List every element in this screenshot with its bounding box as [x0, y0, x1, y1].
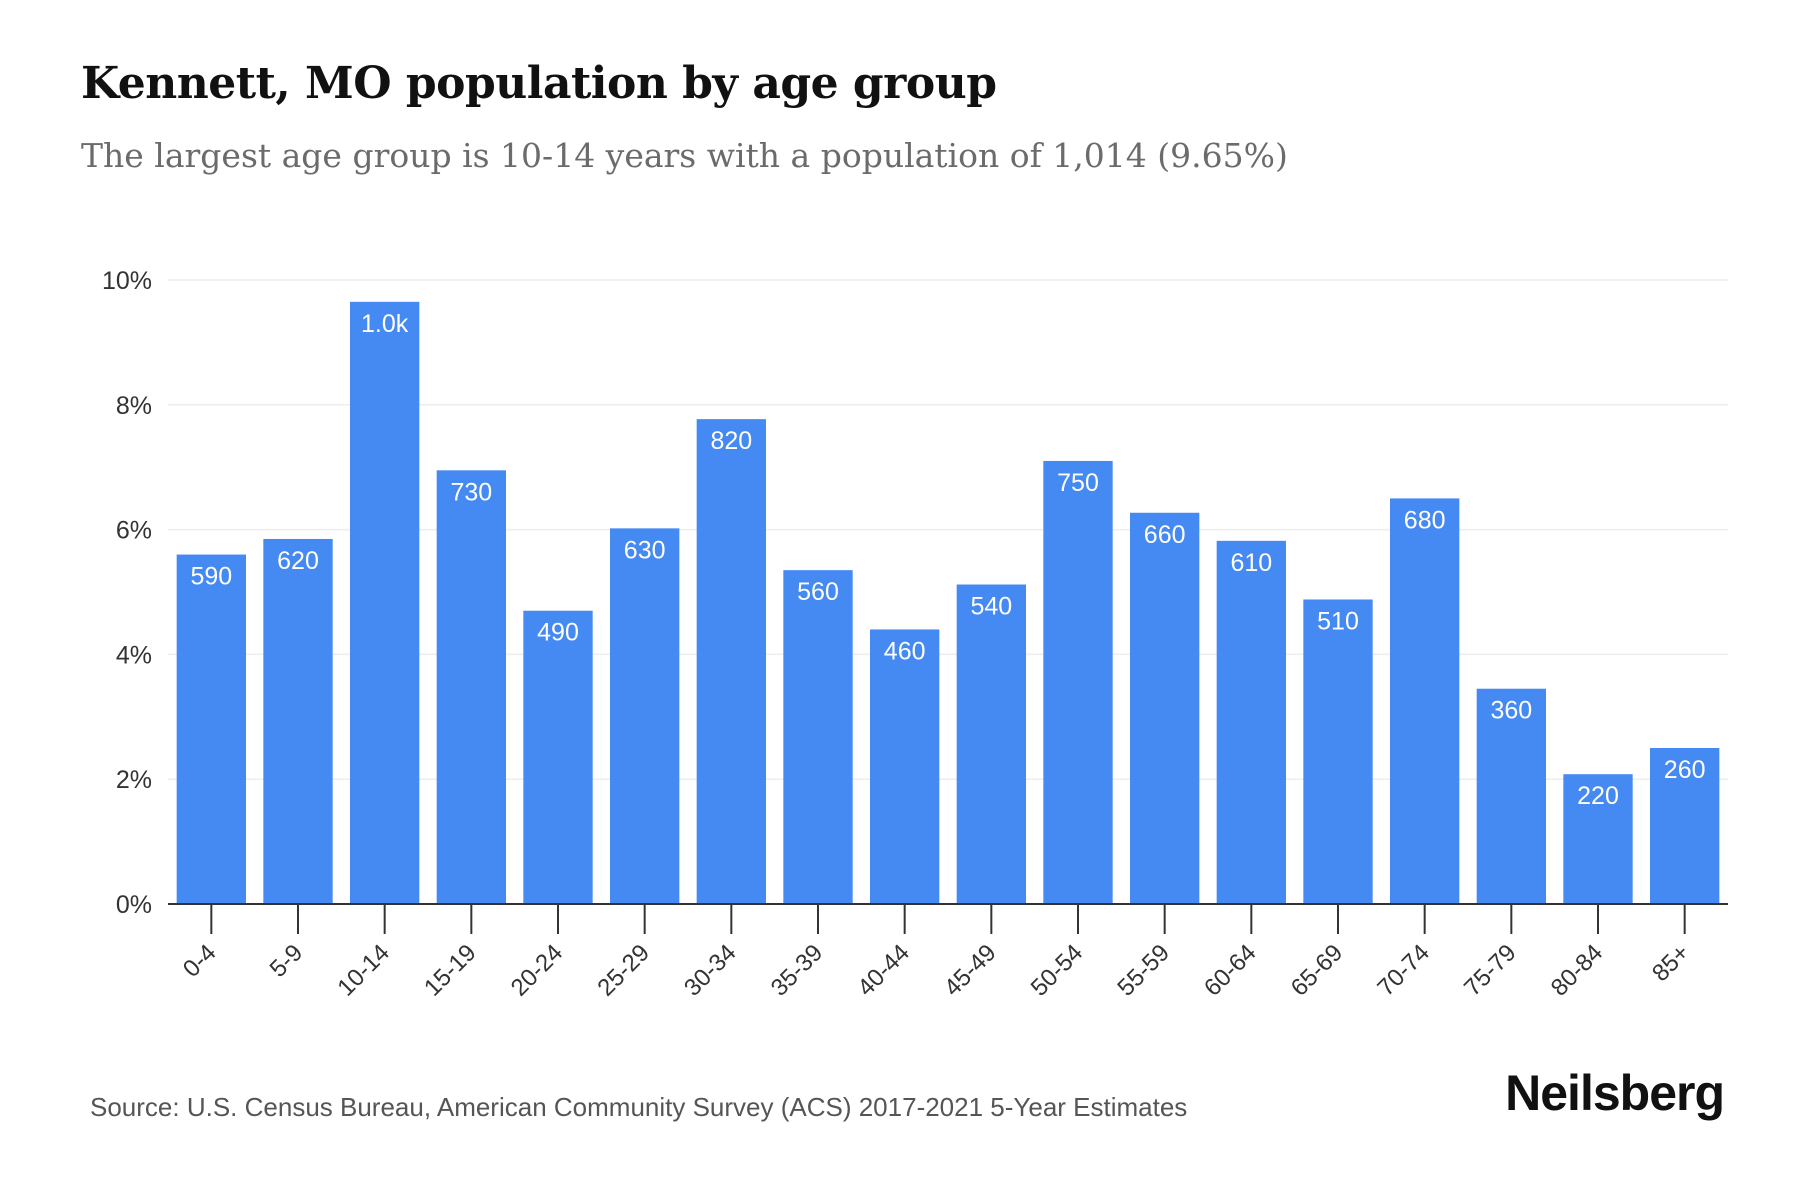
bar-value-label: 750: [1057, 469, 1099, 497]
bar: [1563, 774, 1633, 904]
chart-subtitle: The largest age group is 10-14 years wit…: [81, 136, 1288, 175]
bar-value-label: 610: [1230, 549, 1272, 577]
x-tick-label: 80-84: [1546, 939, 1609, 1002]
x-tick-label: 30-34: [679, 939, 742, 1002]
bar-value-label: 460: [884, 637, 926, 665]
x-tick-label: 35-39: [766, 939, 829, 1002]
bar-value-label: 510: [1317, 607, 1359, 635]
bar: [1043, 460, 1113, 904]
bar: [870, 629, 940, 904]
bar: [1303, 599, 1373, 904]
x-tick-label: 45-49: [939, 939, 1002, 1002]
y-tick-label: 4%: [116, 641, 152, 669]
x-tick-label: 50-54: [1026, 939, 1089, 1002]
y-tick-label: 10%: [102, 267, 152, 295]
x-tick-label: 55-59: [1112, 939, 1175, 1002]
bar: [1130, 512, 1200, 904]
bar: [1390, 498, 1460, 904]
bar-value-label: 490: [537, 619, 579, 647]
bar: [176, 554, 246, 904]
bar: [1476, 688, 1546, 904]
x-tick-label: 60-64: [1199, 939, 1262, 1002]
bar-value-label: 820: [710, 427, 752, 455]
bar-value-label: 630: [624, 536, 666, 564]
bar-value-label: 590: [190, 563, 232, 591]
x-tick-label: 40-44: [852, 939, 915, 1002]
bar: [956, 584, 1026, 904]
bar: [350, 301, 420, 905]
y-tick-label: 8%: [116, 392, 152, 420]
bar-value-label: 260: [1664, 756, 1706, 784]
chart-title: Kennett, MO population by age group: [81, 58, 997, 109]
bar-value-label: 560: [797, 578, 839, 606]
x-tick-label: 75-79: [1459, 939, 1522, 1002]
bar: [1216, 540, 1286, 904]
bar-value-label: 620: [277, 547, 319, 575]
bar: [610, 528, 680, 904]
x-tick-label: 70-74: [1372, 939, 1435, 1002]
y-tick-label: 0%: [116, 891, 152, 919]
x-tick-label: 85+: [1647, 939, 1695, 987]
bar: [1650, 748, 1720, 904]
y-tick-label: 6%: [116, 517, 152, 545]
x-tick-label: 5-9: [265, 939, 309, 983]
bar-chart: 0% 2% 4% 6% 8% 10% 590 0-4 620 5-9 1.0k 10-14 730 15-…: [102, 267, 1728, 1002]
bar: [263, 538, 333, 904]
x-tick-label: 10-14: [332, 939, 395, 1002]
bar-value-label: 730: [450, 478, 492, 506]
bar-value-label: 360: [1490, 697, 1532, 725]
x-tick-label: 0-4: [178, 939, 222, 983]
source-note: Source: U.S. Census Bureau, American Com…: [90, 1092, 1188, 1122]
bar-value-label: 660: [1144, 521, 1186, 549]
x-tick-label: 25-29: [592, 939, 655, 1002]
bar: [523, 610, 593, 904]
brand-logo: Neilsberg: [1505, 1065, 1725, 1121]
bar-value-label: 220: [1577, 782, 1619, 810]
x-tick-label: 15-19: [419, 939, 482, 1002]
x-tick-label: 65-69: [1286, 939, 1349, 1002]
bar: [783, 570, 853, 904]
bar-value-label: 540: [970, 593, 1012, 621]
bar-value-label: 680: [1404, 506, 1446, 534]
bar-value-label: 1.0k: [361, 310, 409, 338]
x-tick-label: 20-24: [506, 939, 569, 1002]
bar: [696, 419, 766, 904]
y-tick-label: 2%: [116, 766, 152, 794]
bar: [436, 470, 506, 904]
